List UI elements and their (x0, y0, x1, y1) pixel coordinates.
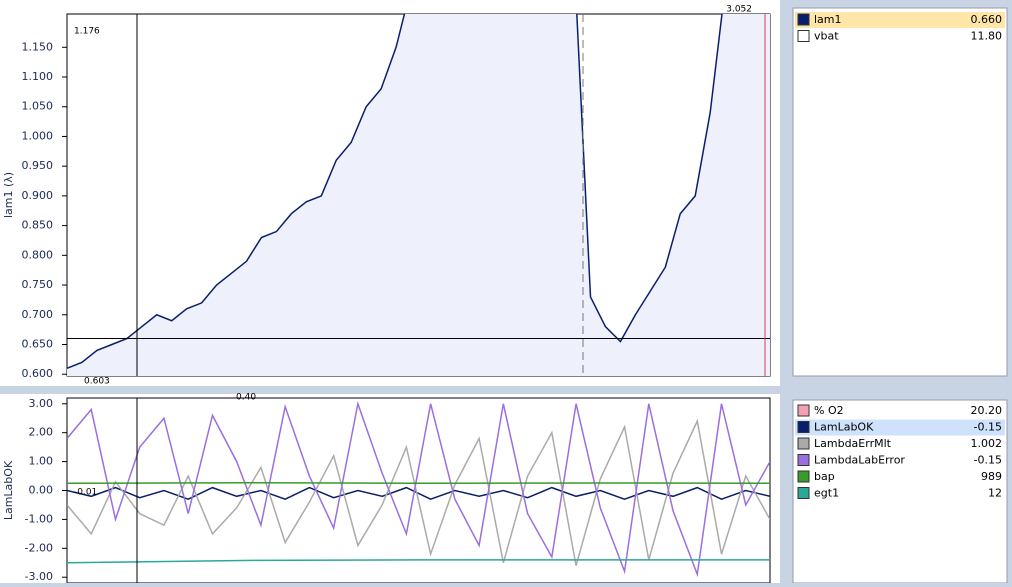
legend-swatch (797, 30, 810, 42)
legend-swatch (797, 13, 810, 26)
legend-readout: 12 (988, 487, 1002, 500)
traces (67, 400, 770, 578)
legend-name: LambdaErrMlt (814, 437, 892, 450)
y-tick-label: 0.00 (29, 484, 54, 497)
y-tick-label: 2.00 (29, 426, 54, 439)
series-line (67, 559, 770, 564)
annotation: 1.176 (74, 27, 100, 37)
y-tick-label: 0.950 (22, 159, 54, 172)
traces (67, 14, 770, 376)
y-tick-label: 0.750 (22, 278, 54, 291)
series-line (67, 14, 723, 369)
plot-area (66, 397, 771, 584)
legend-name: LambdaLabError (814, 454, 905, 467)
y-tick-label: -3.00 (25, 570, 53, 583)
legend-swatch (797, 437, 810, 450)
legend-name: vbat (814, 30, 839, 43)
y-tick-label: -1.00 (25, 512, 53, 525)
y-tick-label: 1.100 (22, 70, 54, 83)
y-tick-label: 1.00 (29, 455, 54, 468)
annotation: 3.052 (726, 5, 752, 15)
legend-readout: -0.15 (974, 421, 1002, 434)
y-tick-label: 1.150 (22, 40, 54, 53)
series-line (67, 481, 770, 485)
y-axis-label: lam1 (λ) (2, 172, 15, 218)
legend-readout: 989 (981, 470, 1002, 483)
legend-name: bap (814, 470, 835, 483)
y-tick-label: 0.800 (22, 248, 54, 261)
area (67, 14, 770, 376)
legend-readout: 1.002 (971, 437, 1003, 450)
y-tick-label: 0.600 (22, 367, 54, 380)
legend-highlight (795, 419, 1005, 436)
y-tick-label: 1.000 (22, 129, 54, 142)
y-tick-label: 0.700 (22, 308, 54, 321)
y-tick-label: 1.050 (22, 100, 54, 113)
y-tick-label: 0.650 (22, 337, 54, 350)
legend-highlight (795, 12, 1005, 28)
legend-swatch (797, 404, 810, 417)
y-axis-label: LamLabOK (2, 460, 15, 520)
y-tick-label: -2.00 (25, 541, 53, 554)
y-tick-label: 0.850 (22, 219, 54, 232)
legend-readout: 20.20 (971, 404, 1003, 417)
legend-swatch (797, 487, 810, 499)
legend-readout: 0.660 (971, 13, 1003, 26)
legend-readout: -0.15 (974, 454, 1002, 467)
legend-swatch (797, 454, 810, 466)
top-legend (792, 7, 1008, 377)
legend-name: % O2 (814, 404, 844, 417)
series-line (67, 418, 770, 566)
annotation: -0.01 (74, 488, 97, 498)
legend-readout: 11.80 (971, 30, 1003, 43)
legend-swatch (797, 470, 810, 483)
annotation: 0.603 (84, 377, 110, 387)
series-line (67, 400, 770, 578)
y-tick-label: 3.00 (29, 397, 54, 410)
legend-name: LamLabOK (814, 421, 874, 434)
annotation: 0.40 (236, 393, 256, 403)
legend-name: egt1 (814, 487, 839, 500)
legend-swatch (797, 421, 810, 433)
y-tick-label: 0.900 (22, 189, 54, 202)
legend-name: lam1 (814, 13, 842, 26)
